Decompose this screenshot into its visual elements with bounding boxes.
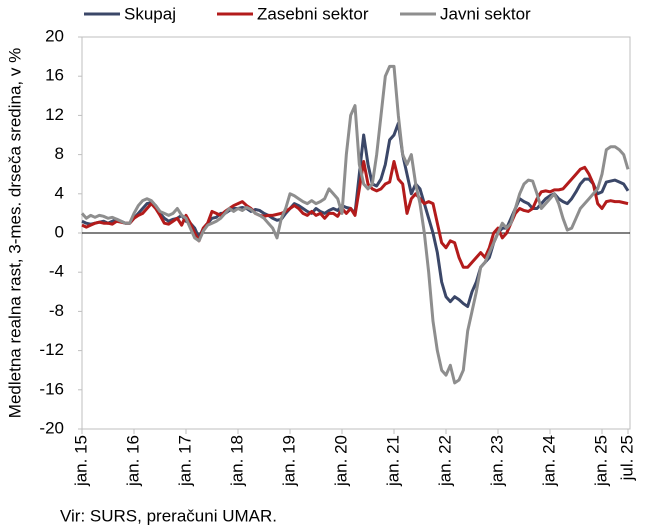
legend-label: Zasebni sektor [257,4,369,23]
y-axis-label: Medletna realna rast, 3-mes. drseča sred… [5,48,24,418]
y-tick-label: 20 [45,26,64,45]
x-tick-label: jan. 17 [175,435,194,487]
x-tick-label: jan. 22 [435,435,454,487]
x-tick-label: jan. 19 [279,435,298,487]
y-tick-label: -4 [49,262,64,281]
y-tick-label: 12 [45,105,64,124]
y-tick-label: 8 [55,144,64,163]
x-tick-label: jan. 25 [591,435,610,487]
x-tick-label: jan. 24 [539,435,558,487]
legend-label: Javni sektor [440,4,531,23]
y-tick-label: -12 [39,340,64,359]
y-tick-label: 0 [55,222,64,241]
source: Vir: SURS, preračuni UMAR. [60,506,277,525]
y-tick-label: -20 [39,418,64,437]
x-tick-label: jan. 20 [331,435,350,487]
y-tick-label: -8 [49,301,64,320]
y-tick-label: 16 [45,66,64,85]
x-tick-label: jan. 15 [71,435,90,487]
x-tick-label: jul. 25 [617,435,636,481]
y-tick-label: -16 [39,379,64,398]
x-tick-label: jan. 18 [227,435,246,487]
x-tick-label: jan. 23 [487,435,506,487]
x-tick-label: jan. 16 [123,435,142,487]
legend-label: Skupaj [124,4,176,23]
y-tick-label: 4 [55,183,64,202]
x-tick-label: jan. 21 [383,435,402,487]
series-line [80,64,630,385]
